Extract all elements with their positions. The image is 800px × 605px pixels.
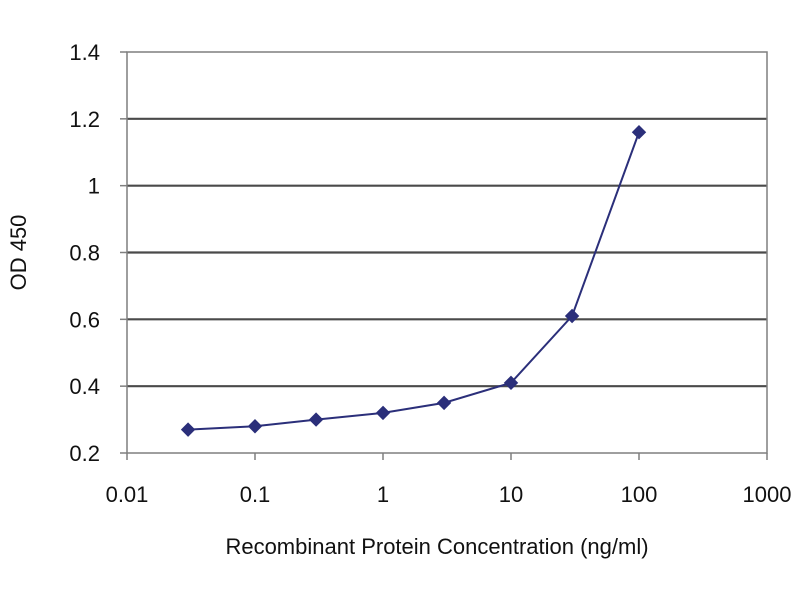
data-point-marker — [503, 375, 519, 391]
series-line — [188, 131, 640, 431]
axes: 0.2 0.4 0.6 0.8 1 1.2 1.4 0.01 0.1 1 10 100 1000 — [69, 40, 791, 507]
data-point-marker — [631, 124, 647, 140]
data-point-marker — [436, 395, 452, 411]
y-axis-title: OD 450 — [6, 215, 31, 291]
x-tick-label: 100 — [621, 482, 658, 507]
x-tick-label: 0.01 — [106, 482, 149, 507]
data-point-marker — [180, 422, 196, 437]
y-tick-label: 1.4 — [69, 40, 100, 65]
y-tick-label: 1 — [88, 174, 100, 199]
y-tick-label: 0.2 — [69, 441, 100, 466]
x-tick-label: 10 — [499, 482, 523, 507]
data-series — [180, 124, 647, 437]
data-point-marker — [308, 412, 324, 427]
y-tick-label: 0.4 — [69, 374, 100, 399]
data-point-marker — [375, 405, 391, 421]
gridlines — [127, 117, 767, 388]
y-tick-label: 1.2 — [69, 107, 100, 132]
x-tick-label: 1 — [377, 482, 389, 507]
data-point-marker — [247, 419, 263, 434]
y-tick-label: 0.8 — [69, 241, 100, 266]
x-tick-label: 0.1 — [240, 482, 271, 507]
x-axis-title: Recombinant Protein Concentration (ng/ml… — [225, 534, 648, 559]
y-tick-label: 0.6 — [69, 307, 100, 332]
data-point-marker — [564, 308, 580, 324]
x-tick-label: 1000 — [743, 482, 792, 507]
